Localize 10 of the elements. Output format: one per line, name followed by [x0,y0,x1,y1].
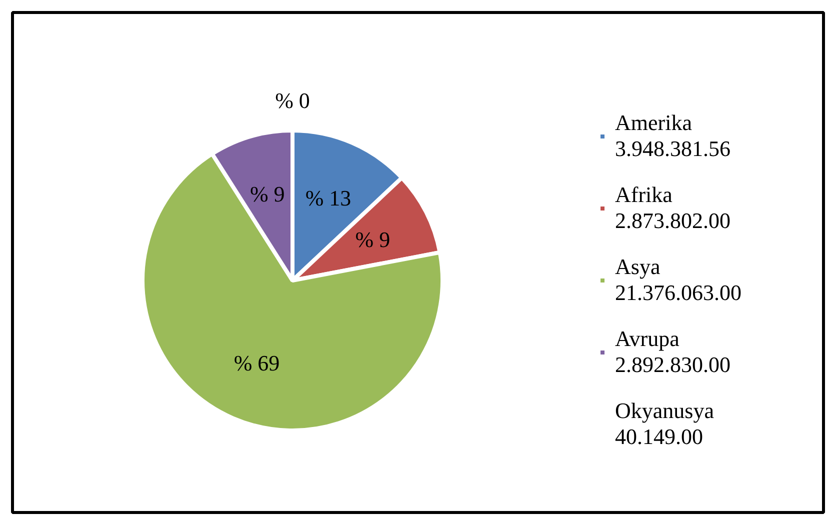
text: % 0 [275,88,310,113]
data-label: % 69 [234,350,280,376]
legend-label: Asya 21.376.063.00 [615,254,742,306]
category-label: Okyanusya 40.149.00 [615,398,714,449]
data-label: % 9 [250,182,285,207]
data-label: % 9 [355,227,390,252]
legend-label: Afrika 2.873.802.00 [615,182,730,234]
legend-label: Avrupa 2.892.830.00 [615,326,730,378]
data-label: % 13 [305,185,352,210]
legend-label: Amerika 3.948.381.56 [615,110,730,162]
